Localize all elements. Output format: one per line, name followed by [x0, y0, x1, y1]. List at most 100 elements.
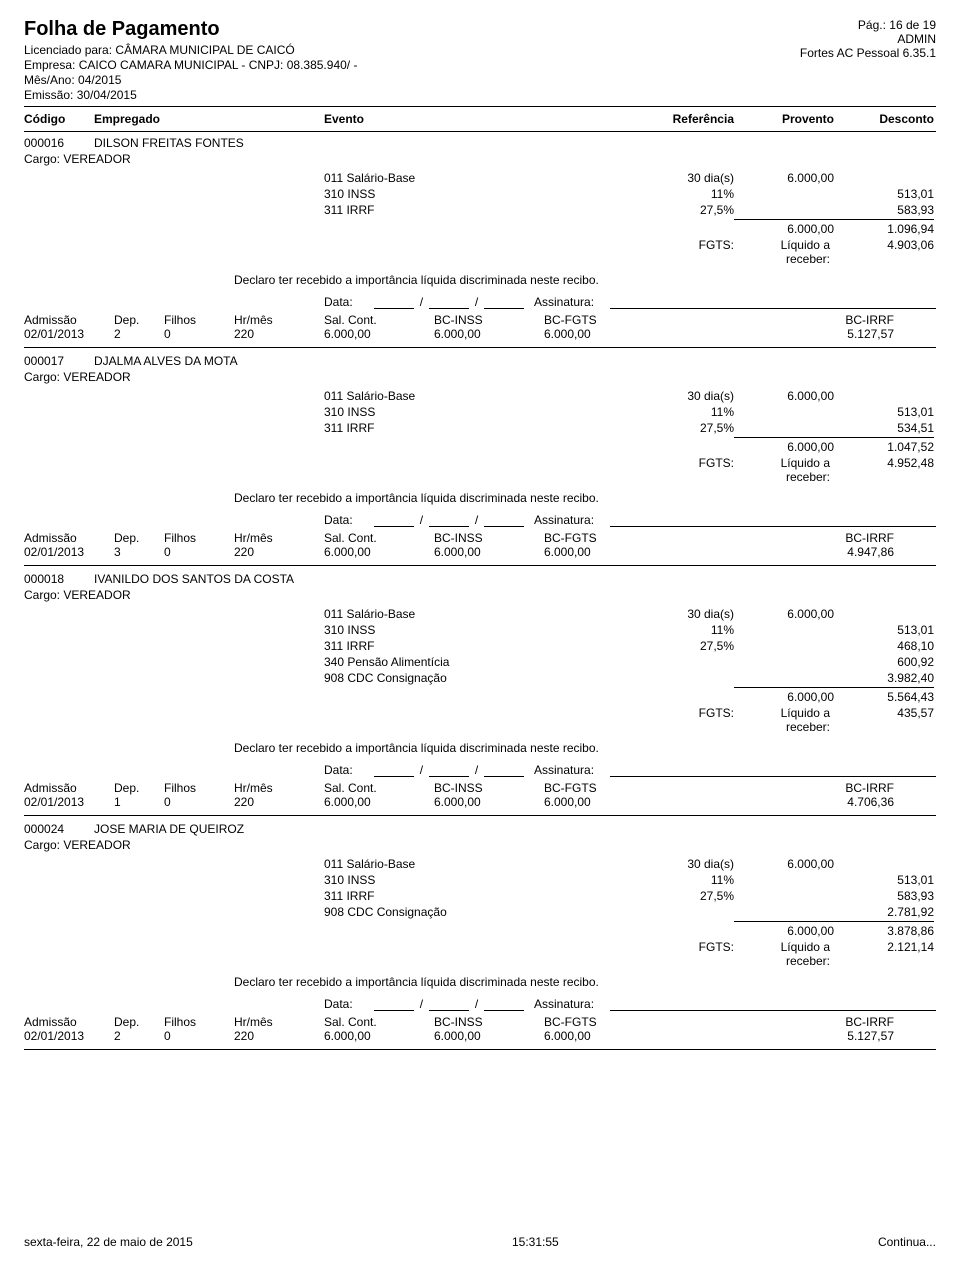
fgts-label: FGTS: [624, 238, 734, 266]
val-bcirrf: 5.127,57 [794, 1029, 894, 1043]
footer-labels: Admissão Dep. Filhos Hr/mês Sal. Cont. B… [24, 313, 936, 327]
event-row: 011 Salário-Base 30 dia(s) 6.000,00 [24, 170, 936, 186]
val-bcinss: 6.000,00 [434, 1029, 544, 1043]
lbl-bcfgts: BC-FGTS [544, 313, 654, 327]
lbl-hrmes: Hr/mês [234, 531, 324, 545]
licenciado-label: Licenciado para: [24, 43, 112, 57]
event-provento [734, 889, 834, 903]
val-bcfgts: 6.000,00 [544, 795, 654, 809]
val-dep: 2 [114, 1029, 164, 1043]
event-name: 310 INSS [324, 187, 624, 201]
liquido-label: Líquido a receber: [734, 940, 834, 968]
event-name: 311 IRRF [324, 889, 624, 903]
event-provento [734, 405, 834, 419]
date-field-month [429, 763, 469, 777]
footer-values: 02/01/2013 2 0 220 6.000,00 6.000,00 6.0… [24, 1029, 936, 1043]
val-salcont: 6.000,00 [324, 1029, 434, 1043]
footer-values: 02/01/2013 1 0 220 6.000,00 6.000,00 6.0… [24, 795, 936, 809]
admin-label: ADMIN [800, 32, 936, 46]
val-hrmes: 220 [234, 1029, 324, 1043]
footer-values: 02/01/2013 3 0 220 6.000,00 6.000,00 6.0… [24, 545, 936, 559]
declaro-text: Declaro ter recebido a importância líqui… [234, 975, 936, 989]
employee-name: DJALMA ALVES DA MOTA [94, 354, 936, 368]
event-row: 310 INSS 11% 513,01 [24, 872, 936, 888]
val-admissao: 02/01/2013 [24, 795, 114, 809]
assinatura-field [610, 295, 936, 309]
event-name: 011 Salário-Base [324, 607, 624, 621]
date-field-year [484, 763, 524, 777]
mesano-label: Mês/Ano: [24, 73, 75, 87]
event-ref: 11% [624, 873, 734, 887]
lbl-bcinss: BC-INSS [434, 313, 544, 327]
signature-row: Data: / / Assinatura: [24, 513, 936, 527]
event-ref: 11% [624, 623, 734, 637]
lbl-bcinss: BC-INSS [434, 531, 544, 545]
total-desconto: 3.878,86 [834, 921, 934, 938]
event-desconto: 468,10 [834, 639, 934, 653]
data-label: Data: [324, 997, 374, 1011]
fgts-label: FGTS: [624, 456, 734, 484]
lbl-admissao: Admissão [24, 1015, 114, 1029]
event-name: 011 Salário-Base [324, 389, 624, 403]
employee-block: 000024 JOSE MARIA DE QUEIROZ Cargo: VERE… [24, 822, 936, 1050]
event-ref: 27,5% [624, 203, 734, 217]
val-filhos: 0 [164, 327, 234, 341]
liquido-label: Líquido a receber: [734, 238, 834, 266]
total-provento: 6.000,00 [734, 921, 834, 938]
lbl-bcinss: BC-INSS [434, 1015, 544, 1029]
val-filhos: 0 [164, 1029, 234, 1043]
data-label: Data: [324, 295, 374, 309]
event-desconto [834, 389, 934, 403]
lbl-bcirrf: BC-IRRF [794, 781, 894, 795]
event-ref [624, 905, 734, 919]
event-provento [734, 671, 834, 685]
event-name: 310 INSS [324, 873, 624, 887]
col-provento: Provento [734, 112, 834, 126]
footer-continua: Continua... [878, 1235, 936, 1249]
event-row: 310 INSS 11% 513,01 [24, 622, 936, 638]
val-salcont: 6.000,00 [324, 327, 434, 341]
event-desconto: 583,93 [834, 889, 934, 903]
val-dep: 2 [114, 327, 164, 341]
event-name: 311 IRRF [324, 203, 624, 217]
event-provento [734, 905, 834, 919]
liquido-value: 4.903,06 [834, 238, 934, 266]
event-provento [734, 187, 834, 201]
val-hrmes: 220 [234, 795, 324, 809]
lbl-bcirrf: BC-IRRF [794, 531, 894, 545]
employee-code: 000024 [24, 822, 94, 836]
page-title: Folha de Pagamento [24, 18, 357, 41]
lbl-dep: Dep. [114, 1015, 164, 1029]
val-hrmes: 220 [234, 327, 324, 341]
lbl-filhos: Filhos [164, 313, 234, 327]
event-row: 310 INSS 11% 513,01 [24, 186, 936, 202]
event-ref: 30 dia(s) [624, 389, 734, 403]
val-filhos: 0 [164, 795, 234, 809]
signature-row: Data: / / Assinatura: [24, 295, 936, 309]
event-row: 310 INSS 11% 513,01 [24, 404, 936, 420]
val-bcfgts: 6.000,00 [544, 1029, 654, 1043]
event-name: 340 Pensão Alimentícia [324, 655, 624, 669]
val-dep: 1 [114, 795, 164, 809]
assinatura-label: Assinatura: [524, 513, 604, 527]
val-admissao: 02/01/2013 [24, 1029, 114, 1043]
assinatura-label: Assinatura: [524, 997, 604, 1011]
liquido-label: Líquido a receber: [734, 706, 834, 734]
data-label: Data: [324, 763, 374, 777]
event-provento [734, 421, 834, 435]
lbl-bcinss: BC-INSS [434, 781, 544, 795]
event-name: 311 IRRF [324, 421, 624, 435]
event-ref: 30 dia(s) [624, 857, 734, 871]
footer-date: sexta-feira, 22 de maio de 2015 [24, 1235, 193, 1249]
employee-block: 000016 DILSON FREITAS FONTES Cargo: VERE… [24, 136, 936, 348]
lbl-hrmes: Hr/mês [234, 1015, 324, 1029]
employee-cargo: Cargo: VEREADOR [24, 370, 936, 384]
employee-cargo: Cargo: VEREADOR [24, 152, 936, 166]
val-bcinss: 6.000,00 [434, 545, 544, 559]
event-name: 310 INSS [324, 623, 624, 637]
employee-name: JOSE MARIA DE QUEIROZ [94, 822, 936, 836]
signature-row: Data: / / Assinatura: [24, 997, 936, 1011]
event-desconto: 600,92 [834, 655, 934, 669]
date-field-day [374, 513, 414, 527]
column-headers: Código Empregado Evento Referência Prove… [24, 110, 936, 128]
